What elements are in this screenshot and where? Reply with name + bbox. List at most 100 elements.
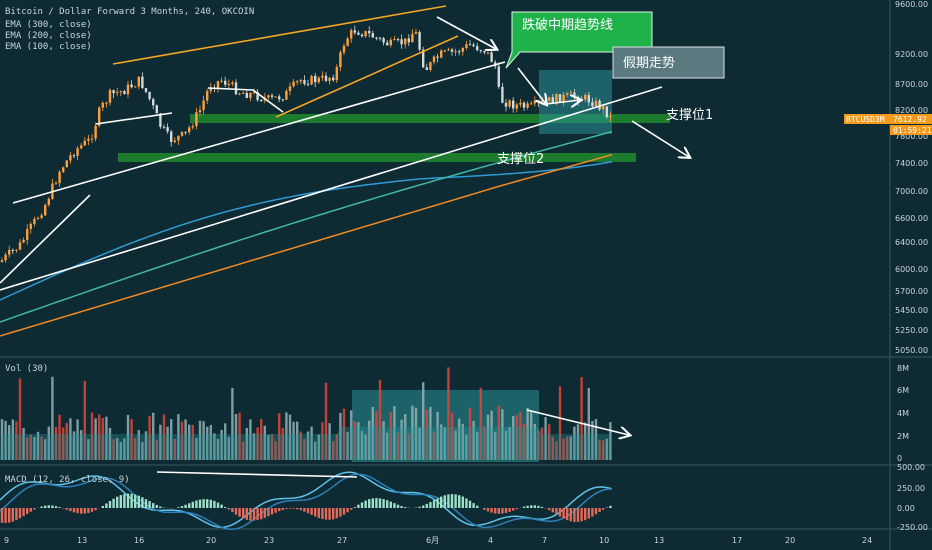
- candle-body: [418, 32, 421, 50]
- volume-bar: [436, 411, 439, 460]
- orange-upper-trendline: [112, 5, 447, 65]
- volume-bar: [425, 409, 428, 460]
- macd-histogram-bar: [202, 499, 205, 508]
- candle-body: [249, 92, 252, 98]
- macd-histogram-bar: [47, 505, 50, 508]
- volume-bar: [371, 406, 374, 460]
- volume-bar: [245, 427, 248, 460]
- volume-bar: [605, 438, 608, 460]
- candle-body: [443, 50, 446, 52]
- volume-bar: [26, 437, 29, 460]
- volume-bar: [234, 414, 238, 460]
- macd-histogram-bar: [33, 508, 36, 510]
- candle-body: [58, 171, 61, 184]
- macd-histogram-bar: [220, 504, 223, 508]
- macd-histogram-bar: [184, 504, 187, 508]
- volume-bar: [317, 434, 320, 460]
- candle-body: [152, 99, 155, 106]
- trend-lines: [0, 5, 663, 478]
- macd-histogram-bar: [227, 508, 230, 510]
- candle-body: [90, 138, 94, 140]
- macd-histogram-bar: [436, 498, 439, 508]
- candle-body: [216, 81, 220, 89]
- macd-histogram-bar: [382, 499, 385, 508]
- volume-bar: [548, 424, 551, 460]
- volume-bar: [598, 439, 601, 460]
- volume-bar: [418, 427, 421, 460]
- time-axis: 9 13 16 20 23 27 6月 4 7 10 13 17 20 24: [4, 536, 872, 545]
- price-tick: 6600.00: [895, 214, 928, 223]
- macd-histogram-bar: [134, 494, 137, 508]
- volume-bar: [465, 434, 468, 460]
- candle-body: [123, 91, 126, 95]
- candle-body: [306, 83, 310, 85]
- macd-histogram-bar: [242, 508, 245, 519]
- volume-bar: [83, 380, 86, 460]
- consolidation-line-2b: [252, 89, 284, 113]
- candle-body: [450, 49, 454, 52]
- macd-histogram-bar: [159, 506, 162, 508]
- macd-histogram-bar: [335, 508, 338, 519]
- macd-histogram-bar: [476, 505, 479, 508]
- volume-bar: [328, 423, 331, 460]
- candle-body: [296, 81, 299, 83]
- mid-term-trendline: [12, 61, 506, 204]
- candle-body: [112, 90, 115, 94]
- candle-body: [436, 56, 439, 58]
- volume-bar: [94, 418, 97, 460]
- support-2-label: 支撑位2: [497, 152, 544, 167]
- candle-body: [242, 92, 245, 94]
- volume-bar: [296, 421, 299, 460]
- candle-body: [206, 91, 209, 101]
- volume-bar: [357, 422, 360, 460]
- candle-body: [353, 30, 356, 33]
- volume-bar: [159, 424, 162, 460]
- volume-bar: [69, 418, 72, 460]
- macd-histogram-bar: [472, 503, 475, 508]
- candle-body: [512, 100, 515, 109]
- candle-body: [562, 94, 565, 103]
- volume-bar: [512, 416, 515, 460]
- legend-ema100: EMA (100, close): [5, 42, 92, 52]
- candle-body: [515, 104, 518, 109]
- candle-body: [227, 83, 230, 85]
- candle-body: [134, 86, 137, 88]
- volume-bar: [141, 441, 144, 460]
- volume-bar: [292, 421, 295, 460]
- macd-histogram-bar: [288, 508, 292, 509]
- macd-histogram-bar: [51, 505, 54, 508]
- callout-holiday: [612, 46, 725, 79]
- volume-bar: [551, 436, 554, 460]
- candle-body: [378, 37, 382, 39]
- volume-bar: [562, 438, 565, 460]
- macd-histogram-bar: [8, 508, 11, 523]
- volume-bar: [566, 436, 569, 460]
- volume-bar: [404, 414, 407, 460]
- candle-body: [231, 82, 234, 84]
- countdown-tag: [890, 125, 932, 135]
- macd-histogram-bar: [508, 508, 511, 512]
- volume-bar: [267, 434, 270, 460]
- macd-histogram-bar: [573, 508, 576, 522]
- macd-histogram-bar: [80, 508, 83, 514]
- macd-histogram-bar: [267, 508, 270, 517]
- candle-body: [310, 75, 313, 85]
- volume-bar: [216, 439, 220, 460]
- volume-tick: 4M: [897, 409, 909, 418]
- candle-body: [141, 76, 144, 89]
- macd-histogram-bar: [551, 508, 554, 513]
- volume-bar: [108, 427, 112, 460]
- volume-bar: [274, 441, 277, 460]
- macd-histogram-bar: [108, 501, 112, 508]
- early-trendline: [0, 194, 91, 284]
- candle-body: [573, 92, 576, 97]
- volume-bar: [242, 441, 245, 460]
- candle-body: [101, 102, 104, 108]
- down-arrow-1: [517, 67, 546, 104]
- macd-histogram-bar: [342, 508, 346, 515]
- price-axis: 9600.00 9200.00 8700.00 8200.00 7800.00 7400.…: [895, 0, 928, 355]
- volume-bar: [90, 412, 94, 460]
- candle-body: [126, 84, 130, 95]
- macd-histogram-bar: [177, 507, 180, 508]
